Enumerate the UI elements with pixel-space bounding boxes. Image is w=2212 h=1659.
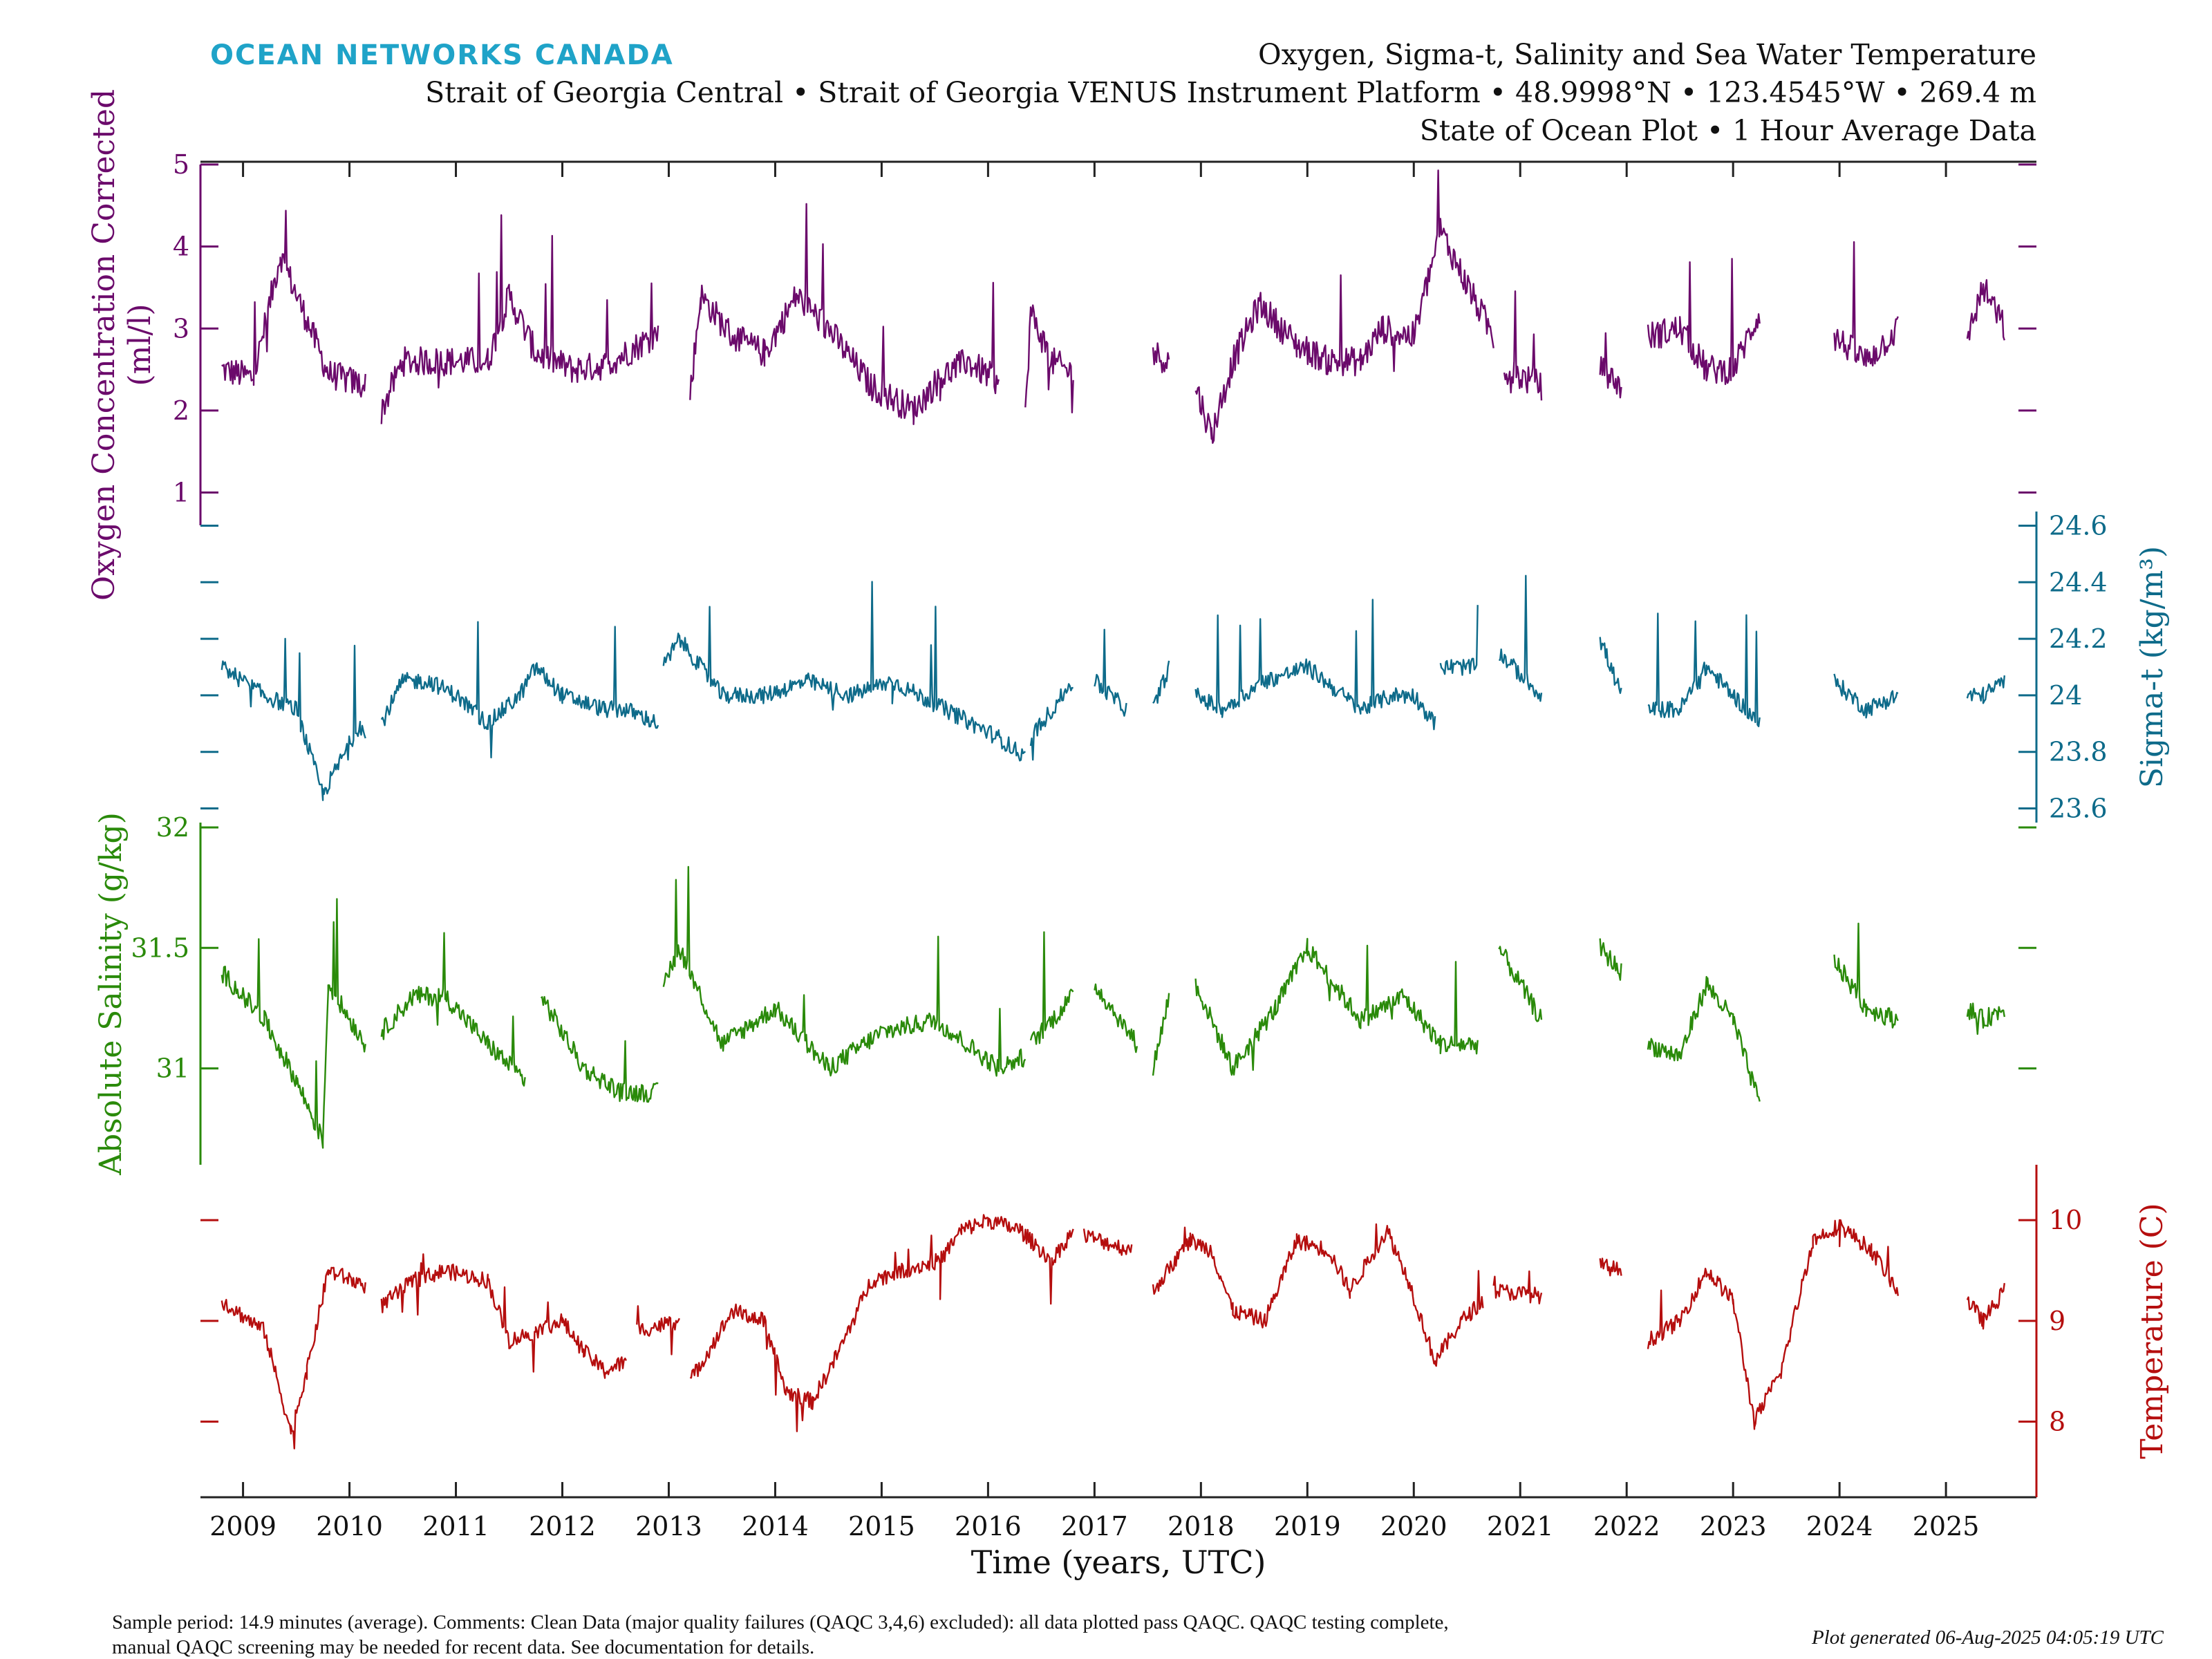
x-tick-label: 2025 [1913,1511,1980,1541]
salinity-series-segment [540,995,659,1103]
salinity-series-segment [1152,993,1170,1076]
temperature-axis-label: Temperature (C) [2135,1203,2170,1459]
sigma-tick-label: 23.8 [2049,737,2108,767]
oxygen-series-segment [1599,332,1622,399]
temperature-series-segment [1966,1283,2005,1330]
temperature-series-segment [636,1305,680,1356]
sigma-series-segment [1029,683,1074,761]
temperature-series-segment [1082,1228,1133,1256]
plot-frame [200,160,2036,1499]
sigma-series-segment [1499,574,1543,702]
oxygen-axis-label: (ml/l) [122,303,158,386]
plot-generated-timestamp: Plot generated 06-Aug-2025 04:05:19 UTC [1811,1627,2164,1649]
sigma-tick-label: 24 [2049,680,2082,711]
temperature-series-segment [689,1214,1074,1432]
sigma-series-segment [1094,628,1127,717]
x-tick-label: 2015 [848,1511,915,1541]
salinity-series-segment [1833,922,1899,1029]
temperature-series-segment [1599,1257,1622,1277]
salinity-series-segment [1966,1002,2005,1035]
oxygen-axis-label: Oxygen Concentration Corrected [86,89,122,601]
x-tick-label: 2020 [1380,1511,1447,1541]
salinity-series-segment [221,898,366,1149]
oxygen-series-segment [221,209,366,398]
x-tick-label: 2010 [316,1511,383,1541]
sigma-axis-label: Sigma-t (kg/m³) [2135,546,2170,788]
temperature-tick-label: 8 [2049,1407,2065,1437]
sigma-series-segment [1152,660,1170,704]
oxygen-series-segment [380,214,659,424]
x-tick-label: 2014 [742,1511,809,1541]
sigma-series-segment [662,581,1027,762]
x-tick-label: 2011 [422,1511,489,1541]
oxygen-series-segment [1503,290,1543,401]
salinity-series-segment [662,865,1027,1077]
x-tick-label: 2019 [1274,1511,1341,1541]
oxygen-tick-label: 5 [173,149,189,180]
x-axis: 2009 2010 2011 2012 2013 2014 2015 2016 2017 2018… [209,162,1979,1541]
sigma-tick-label: 23.6 [2049,794,2108,824]
chart-subtitle-2: State of Ocean Plot • 1 Hour Average Dat… [1420,114,2036,147]
brand-logo-text: OCEAN NETWORKS CANADA [210,39,674,71]
temperature-series-segment [380,1253,627,1379]
temperature-series-segment [1647,1219,1899,1430]
temperature-series-segment [221,1266,366,1450]
sigma-tick-label: 24.4 [2049,567,2108,597]
oxygen-series-segment [1966,279,2005,341]
sigma-series-segment [1599,637,1622,694]
oxygen-tick-label: 3 [173,313,189,344]
oxygen-tick-label: 1 [173,478,189,508]
salinity-tick-label: 32 [156,812,189,843]
sigma-tick-label: 24.2 [2049,624,2108,654]
sigma-series-segment [1833,673,1899,719]
x-tick-label: 2013 [635,1511,702,1541]
x-tick-label: 2021 [1487,1511,1554,1541]
temperature-series-segment [1492,1270,1543,1304]
axes-layer: 1 2 3 4 5 Oxygen Concentration Corrected (ml/l… [86,89,2170,1497]
x-tick-label: 2018 [1168,1511,1235,1541]
oxygen-series-segment [1194,169,1494,444]
x-tick-label: 2024 [1806,1511,1873,1541]
footer-note-line-2: manual QAQC screening may be needed for … [112,1636,814,1658]
x-tick-label: 2017 [1061,1511,1128,1541]
sigma-tick-label: 24.6 [2049,510,2108,541]
x-tick-label: 2023 [1700,1511,1767,1541]
footer-note-line-1: Sample period: 14.9 minutes (average). C… [112,1611,1449,1633]
sigma-series-segment [221,637,366,801]
x-tick-label: 2012 [529,1511,596,1541]
salinity-series-segment [1599,938,1622,981]
temperature-tick-label: 10 [2049,1205,2082,1235]
chart-title: Oxygen, Sigma-t, Salinity and Sea Water … [1258,38,2036,71]
oxygen-tick-label: 4 [173,232,189,262]
oxygen-series-segment [689,203,1000,425]
salinity-tick-label: 31.5 [131,932,189,963]
salinity-series-segment [1647,975,1761,1102]
salinity-series-segment [1194,937,1479,1076]
x-axis-label: Time (years, UTC) [971,1544,1266,1581]
chart-subtitle: Strait of Georgia Central • Strait of Ge… [425,76,2036,109]
oxygen-series-segment [1024,304,1074,413]
series-layer [221,169,2005,1450]
salinity-series-segment [1029,931,1074,1045]
sigma-series-segment [1966,675,2005,704]
salinity-tick-label: 31 [156,1053,189,1084]
temperature-tick-label: 9 [2049,1306,2065,1336]
sigma-series-segment [380,621,659,759]
salinity-series-segment [1498,946,1543,1022]
oxygen-tick-label: 2 [173,395,189,426]
salinity-series-segment [1094,983,1138,1053]
sigma-series-segment [1647,612,1761,727]
sigma-series-segment [1439,605,1479,676]
salinity-axis-label: Absolute Salinity (g/kg) [93,812,129,1176]
oxygen-series-segment [1152,342,1170,373]
x-tick-label: 2016 [955,1511,1022,1541]
temperature-series-segment [1152,1223,1484,1367]
sigma-series-segment [1194,599,1436,731]
x-tick-label: 2022 [1593,1511,1660,1541]
salinity-series-segment [380,932,526,1087]
oxygen-series-segment [1833,241,1899,367]
x-tick-label: 2009 [209,1511,276,1541]
oxygen-series-segment [1647,258,1761,385]
